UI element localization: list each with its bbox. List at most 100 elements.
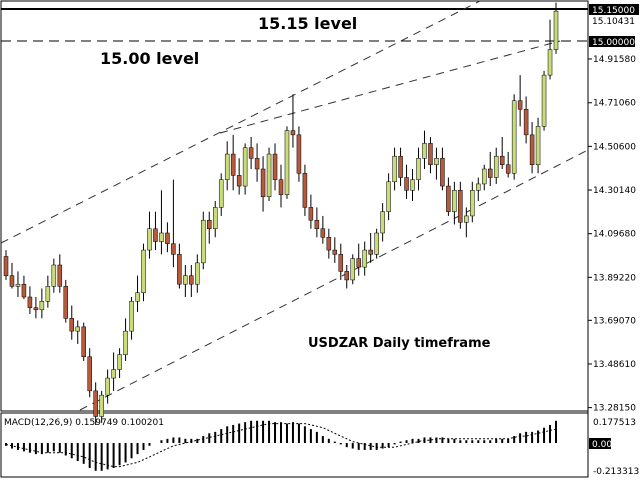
candle [493, 147, 499, 184]
candle [93, 382, 98, 425]
candle [75, 320, 80, 344]
candle [212, 201, 218, 238]
candle [69, 305, 75, 340]
candle [499, 137, 505, 169]
candle [314, 207, 320, 238]
candle [266, 147, 272, 201]
candle [517, 75, 523, 127]
candle [45, 275, 51, 308]
candle [195, 254, 200, 293]
candle [476, 177, 481, 201]
candle [165, 222, 170, 253]
candle [344, 265, 350, 289]
level-15-15-label: 15.15 level [258, 14, 357, 33]
price-axis-tick-label: 13.69070 [593, 316, 636, 326]
candle [386, 173, 391, 221]
candle [368, 233, 373, 263]
candle [278, 164, 284, 208]
candle [33, 297, 39, 319]
current-price-sublabel: 15.10431 [592, 17, 635, 27]
current-price-label: 15.15000 [592, 6, 635, 16]
price-axis-tick-label: 13.28150 [593, 404, 636, 414]
candle [464, 207, 469, 238]
candle [428, 137, 433, 174]
current-price-box [589, 4, 639, 15]
macd-header: MACD(12,26,9) 0.159749 0.100201 [4, 418, 164, 428]
candle [553, 2, 559, 54]
price-axis-tick-label: 13.48610 [593, 360, 636, 370]
main-pane-border [0, 0, 589, 412]
candle [320, 215, 326, 244]
candle [99, 390, 104, 423]
candle [308, 194, 314, 229]
channel-lower-line [79, 149, 589, 411]
candle [452, 181, 457, 225]
candle [201, 211, 206, 270]
price-axis-tick-label: 14.91580 [593, 55, 636, 65]
macd-zero-box [589, 438, 611, 449]
candle [189, 265, 194, 297]
candle [9, 262, 15, 289]
candle [505, 151, 511, 178]
level-15-00-box [589, 36, 635, 47]
candle [141, 243, 146, 302]
channel-upper-line [0, 0, 481, 244]
candle [529, 122, 535, 174]
candle [440, 147, 445, 191]
candle [398, 147, 403, 187]
candle [302, 164, 308, 216]
candle [123, 318, 128, 361]
candle [224, 141, 230, 191]
candle [290, 94, 296, 148]
candle [117, 348, 122, 379]
candle [218, 173, 224, 216]
candle [177, 243, 182, 289]
candle [410, 169, 415, 201]
candle [147, 211, 152, 259]
candle [27, 286, 33, 315]
candle [105, 369, 110, 404]
candle [51, 258, 57, 293]
price-axis-tick-label: 14.09680 [593, 230, 636, 240]
candle [332, 237, 338, 263]
candle [523, 96, 529, 144]
candle [272, 143, 278, 191]
candle [284, 126, 290, 199]
price-axis-tick-label: 13.89220 [593, 273, 636, 283]
candle [535, 117, 541, 174]
candle [63, 279, 69, 323]
candle [541, 70, 547, 131]
candle [111, 352, 116, 391]
macd-top-label: 0.177513 [593, 418, 636, 428]
candle [135, 275, 140, 312]
price-axis-tick-label: 14.50600 [593, 142, 636, 152]
candle [260, 156, 266, 212]
candle [87, 348, 92, 398]
candle [404, 164, 409, 199]
candle [207, 211, 212, 244]
candle [547, 19, 553, 80]
candle [326, 228, 332, 259]
candle [487, 151, 493, 187]
candlestick-series [3, 2, 559, 425]
candle [81, 322, 86, 361]
candle [422, 130, 427, 169]
candle [356, 243, 361, 276]
candle [3, 250, 9, 280]
candle [380, 203, 385, 242]
candle [57, 254, 63, 293]
candle [171, 179, 176, 268]
macd-bottom-label: -0.213313 [593, 467, 639, 477]
candle [350, 254, 355, 285]
candle [434, 147, 439, 180]
chart-subtitle: USDZAR Daily timeframe [308, 336, 491, 351]
candle [374, 228, 379, 259]
candle [15, 271, 21, 297]
candle [446, 177, 451, 216]
candle [511, 94, 517, 180]
candle [21, 275, 27, 300]
candle [248, 137, 254, 169]
candle [470, 181, 475, 223]
level-15-00-price-label: 15.00000 [592, 38, 635, 48]
